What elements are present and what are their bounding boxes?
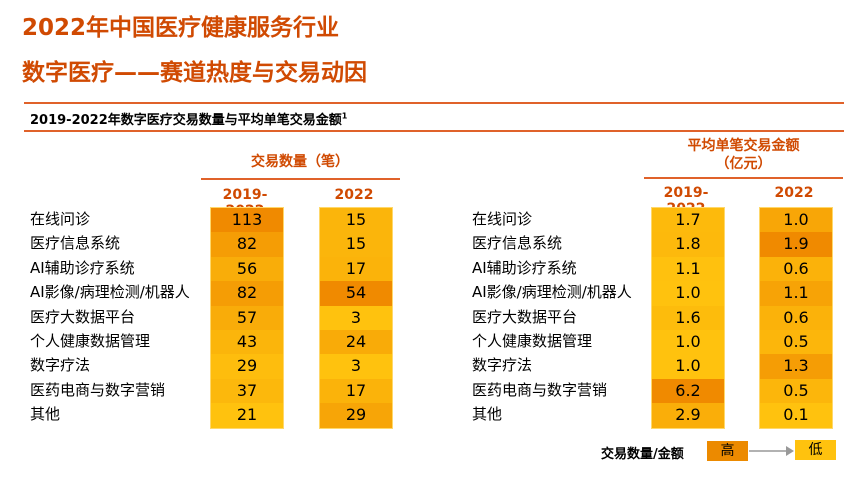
row-label: 数字疗法 [30,356,91,375]
heatmap-cell: 0.6 [760,256,832,282]
heatmap-cell: 2.9 [652,403,724,428]
footnote-marker: 1 [341,111,348,121]
chart-subtitle: 2019-2022年数字医疗交易数量与平均单笔交易金额1 [30,109,347,128]
heatmap-cell: 56 [211,256,283,282]
heatmap-cell: 43 [211,329,283,355]
subtitle-text: 2019-2022年数字医疗交易数量与平均单笔交易金额 [30,113,342,128]
left-col2-header: 2022 [334,187,374,203]
row-label: 医疗大数据平台 [30,307,136,326]
heatmap-cell: 1.8 [652,232,724,257]
row-label: AI辅助诊疗系统 [472,258,577,277]
left-col1: 113 82 56 82 57 43 29 37 21 [210,207,284,429]
heatmap-cell: 1.3 [760,354,832,379]
title-line-2: 数字医疗——赛道热度与交易动因 [22,60,367,86]
right-header-rule [644,177,843,179]
row-label: 医疗信息系统 [30,234,121,253]
left-col2: 15 15 17 54 3 24 3 17 29 [319,207,393,429]
heatmap-cell: 1.0 [652,281,724,306]
row-label: AI影像/病理检测/机器人 [472,283,632,302]
heatmap-cell: 17 [320,256,392,282]
heatmap-cell: 24 [320,329,392,355]
heatmap-cell: 1.1 [652,256,724,282]
row-label: 在线问诊 [30,210,91,228]
right-header-line1: 平均单笔交易金额 [687,138,800,154]
divider-top [24,102,844,104]
right-col2-header: 2022 [774,185,814,201]
row-label: 个人健康数据管理 [472,332,593,351]
row-label: AI辅助诊疗系统 [30,258,135,277]
row-label: 在线问诊 [472,210,533,228]
left-table-header: 交易数量（笔） [251,154,349,170]
heatmap-cell: 1.0 [652,329,724,355]
right-row-labels: 在线问诊医疗信息系统 AI辅助诊疗系统 AI影像/病理检测/机器人 医疗大数据平台 个人… [472,207,632,427]
heatmap-cell: 6.2 [652,378,724,404]
heatmap-cell: 82 [211,232,283,257]
heatmap-cell: 82 [211,281,283,306]
row-label: 医疗大数据平台 [472,307,578,326]
row-label: AI影像/病理检测/机器人 [30,283,190,302]
row-label: 个人健康数据管理 [30,332,151,351]
arrow-right-icon [749,446,794,456]
heatmap-cell: 1.0 [652,354,724,379]
legend-high: 高 [707,441,748,461]
heatmap-cell: 1.1 [760,281,832,306]
row-label: 医药电商与数字营销 [472,380,608,399]
title-line-1: 2022年中国医疗健康服务行业 [22,15,340,41]
legend-label: 交易数量/金额 [601,447,684,462]
heatmap-cell: 29 [320,403,392,428]
heatmap-cell: 1.7 [652,208,724,233]
left-row-labels: 在线问诊医疗信息系统 AI辅助诊疗系统 AI影像/病理检测/机器人 医疗大数据平台 个人… [30,207,190,427]
heatmap-cell: 15 [320,232,392,257]
right-col1: 1.7 1.8 1.1 1.0 1.6 1.0 1.0 6.2 2.9 [651,207,725,429]
heatmap-cell: 37 [211,378,283,404]
divider-subtitle [24,130,844,132]
right-header-line2: （亿元） [715,156,772,172]
legend-low: 低 [795,440,836,460]
heatmap-cell: 3 [320,305,392,330]
heatmap-cell: 0.5 [760,378,832,404]
heatmap-cell: 21 [211,403,283,428]
heatmap-cell: 29 [211,354,283,379]
row-label: 医疗信息系统 [472,234,563,253]
row-label: 其他 [472,405,503,424]
heatmap-cell: 57 [211,305,283,330]
heatmap-cell: 1.0 [760,208,832,233]
heatmap-cell: 0.6 [760,305,832,330]
heatmap-cell: 1.9 [760,232,832,257]
right-table-header: 平均单笔交易金额 （亿元） [644,137,843,173]
heatmap-cell: 3 [320,354,392,379]
left-header-rule [201,178,400,180]
heatmap-cell: 0.5 [760,329,832,355]
heatmap-cell: 15 [320,208,392,233]
heatmap-cell: 17 [320,378,392,404]
right-col2: 1.0 1.9 0.6 1.1 0.6 0.5 1.3 0.5 0.1 [759,207,833,429]
row-label: 其他 [30,405,61,424]
row-label: 医药电商与数字营销 [30,380,166,399]
heatmap-cell: 54 [320,281,392,306]
row-label: 数字疗法 [472,356,533,375]
heatmap-cell: 113 [211,208,283,233]
heatmap-cell: 1.6 [652,305,724,330]
heatmap-cell: 0.1 [760,403,832,428]
